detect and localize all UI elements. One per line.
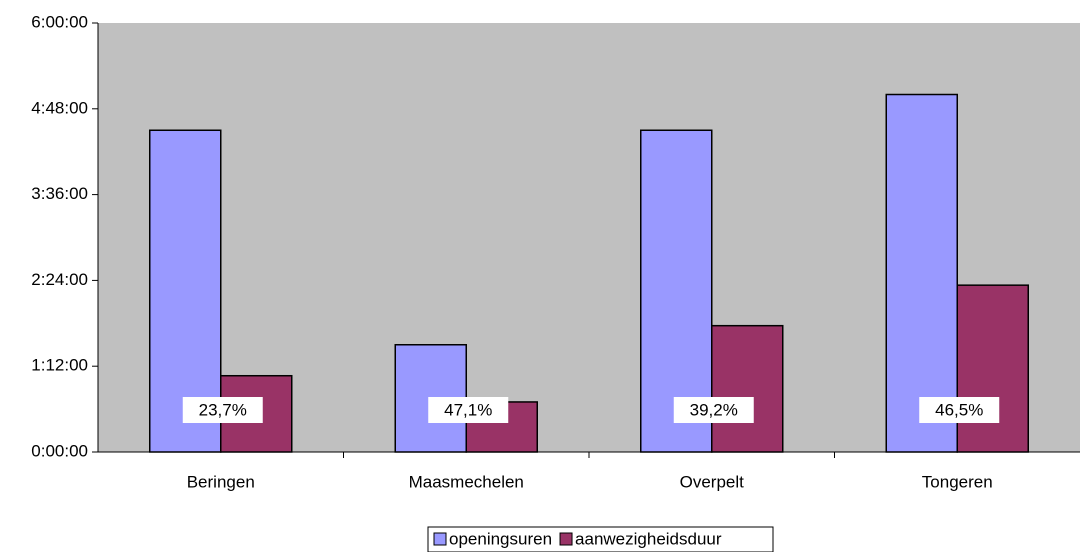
bar xyxy=(711,324,784,453)
y-tick-label: 6:00:00 xyxy=(31,12,88,31)
x-tick-label: Tongeren xyxy=(922,472,993,491)
y-tick-label: 2:24:00 xyxy=(31,270,88,289)
annotation: 47,1% xyxy=(444,400,492,419)
bar xyxy=(885,93,958,453)
y-tick-label: 4:48:00 xyxy=(31,98,88,117)
legend-box xyxy=(427,526,774,552)
y-tick-label: 0:00:00 xyxy=(31,441,88,460)
annotation-box xyxy=(673,397,754,423)
annotation-box xyxy=(182,397,263,423)
annotation: 23,7% xyxy=(199,400,247,419)
y-tick-label: 3:36:00 xyxy=(31,184,88,203)
x-tick-label: Beringen xyxy=(187,472,255,491)
annotation-box xyxy=(428,397,509,423)
annotation: 39,2% xyxy=(690,400,738,419)
legend-swatch xyxy=(559,532,573,546)
legend-label: aanwezigheidsduur xyxy=(575,529,722,548)
legend-label: openingsuren xyxy=(449,529,552,548)
x-tick-label: Maasmechelen xyxy=(409,472,524,491)
annotation: 46,5% xyxy=(935,400,983,419)
x-tick-label: Overpelt xyxy=(680,472,745,491)
bar xyxy=(956,284,1029,453)
y-tick-label: 1:12:00 xyxy=(31,356,88,375)
legend-swatch xyxy=(433,532,447,546)
annotation-box xyxy=(919,397,1000,423)
